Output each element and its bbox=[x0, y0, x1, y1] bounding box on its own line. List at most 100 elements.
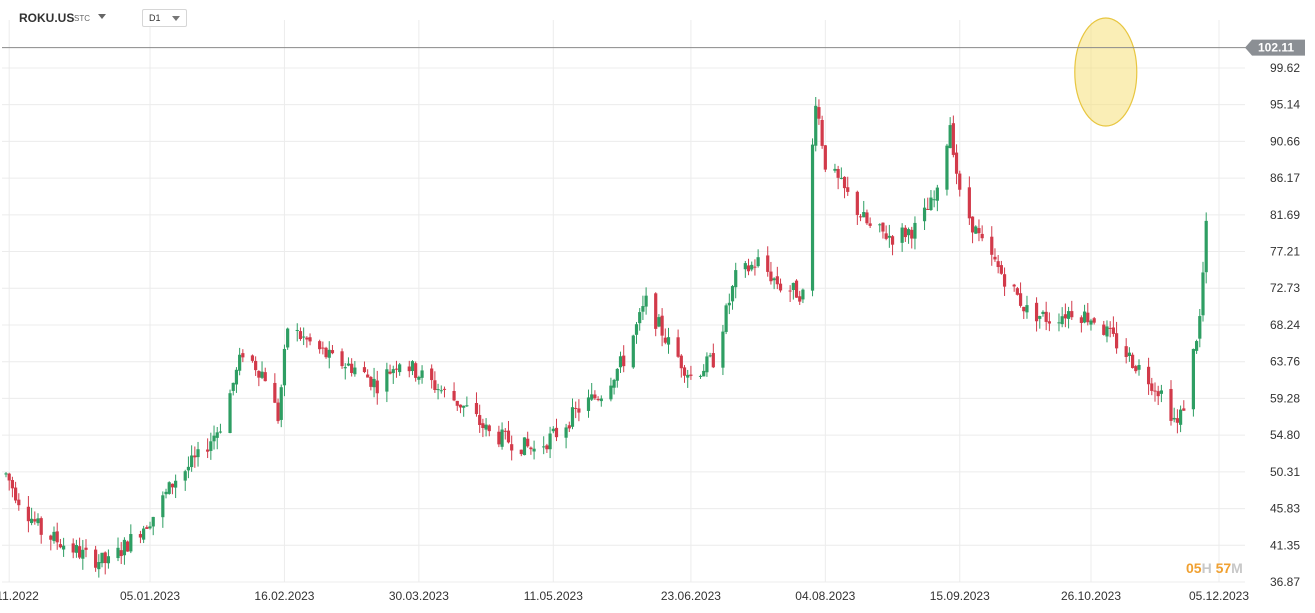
x-tick-label: 05.12.2023 bbox=[1189, 589, 1249, 603]
candle-body bbox=[679, 355, 683, 369]
candle-body bbox=[913, 222, 917, 239]
candle-down bbox=[1108, 321, 1112, 338]
candle-body bbox=[974, 226, 978, 234]
candle-up bbox=[705, 352, 709, 377]
candle-body bbox=[458, 404, 463, 408]
candle-down bbox=[94, 545, 98, 572]
candle-up bbox=[212, 425, 216, 450]
candle-down bbox=[1086, 302, 1090, 326]
candle-body bbox=[103, 552, 107, 564]
candle-body bbox=[1018, 293, 1023, 306]
candle-body bbox=[170, 483, 175, 488]
candle-down bbox=[394, 360, 399, 378]
candle-down bbox=[996, 255, 1000, 274]
y-tick-label: 86.17 bbox=[1270, 171, 1300, 185]
candle-up bbox=[906, 227, 911, 244]
candle-body bbox=[858, 216, 863, 218]
candle-body bbox=[554, 427, 559, 438]
candle-up bbox=[129, 524, 133, 554]
candle-up bbox=[1066, 306, 1071, 329]
x-tick-label: 22.11.2022 bbox=[0, 589, 39, 603]
chevron-down-icon[interactable] bbox=[98, 14, 106, 19]
candle-body bbox=[260, 371, 264, 378]
candle-body bbox=[682, 367, 687, 376]
symbol-name[interactable]: ROKU.US bbox=[19, 11, 75, 25]
candle-up bbox=[62, 537, 66, 557]
candle-body bbox=[407, 366, 411, 372]
candle-down bbox=[1092, 316, 1096, 325]
candle-body bbox=[10, 480, 15, 489]
candle-body bbox=[676, 337, 680, 357]
candle-down bbox=[529, 446, 533, 455]
candle-body bbox=[298, 331, 303, 340]
candle-body bbox=[394, 368, 399, 370]
candle-body bbox=[186, 466, 191, 471]
candle-up bbox=[234, 367, 239, 393]
candle-body bbox=[106, 556, 111, 564]
candle-up bbox=[801, 288, 805, 304]
candle-down bbox=[798, 290, 802, 305]
candle-down bbox=[58, 538, 63, 549]
candle-body bbox=[151, 516, 155, 527]
candle-body bbox=[791, 282, 795, 291]
candle-body bbox=[1082, 311, 1087, 323]
candle-down bbox=[330, 344, 335, 355]
candle-up bbox=[702, 364, 706, 377]
candle-up bbox=[756, 249, 760, 268]
candle-down bbox=[298, 327, 303, 341]
candle-body bbox=[686, 374, 690, 378]
timeframe-value: D1 bbox=[149, 13, 161, 23]
candle-up bbox=[260, 361, 264, 380]
chart-toolbar: ROKU.US STC D1 bbox=[0, 0, 1315, 32]
candle-down bbox=[865, 209, 869, 225]
candle-up bbox=[122, 537, 127, 565]
candle-down bbox=[1022, 306, 1026, 320]
candle-body bbox=[1086, 312, 1090, 323]
candle-body bbox=[250, 355, 255, 361]
candle-down bbox=[26, 496, 31, 533]
candle-down bbox=[206, 438, 210, 459]
candle-up bbox=[353, 361, 357, 377]
candle-down bbox=[263, 367, 267, 382]
candle-down bbox=[506, 420, 511, 444]
candle-up bbox=[724, 303, 728, 335]
candle-body bbox=[1105, 326, 1109, 337]
candle-down bbox=[14, 481, 18, 504]
x-tick-label: 26.10.2023 bbox=[1061, 589, 1121, 603]
candle-body bbox=[618, 356, 623, 368]
candle-up bbox=[286, 327, 290, 350]
candle-body bbox=[532, 448, 536, 452]
candle-body bbox=[58, 544, 63, 548]
candle-body bbox=[1194, 341, 1199, 351]
candles bbox=[4, 97, 1208, 578]
candle-body bbox=[657, 317, 661, 327]
y-tick-label: 50.31 bbox=[1270, 465, 1300, 479]
candle-body bbox=[1175, 418, 1179, 423]
timeframe-select[interactable]: D1 bbox=[142, 9, 187, 27]
candle-down bbox=[788, 285, 792, 302]
candle-up bbox=[615, 368, 619, 388]
candle-down bbox=[577, 399, 581, 422]
candle-up bbox=[116, 537, 120, 562]
x-tick-label: 23.06.2023 bbox=[661, 589, 721, 603]
candle-body bbox=[497, 431, 501, 445]
candle-body bbox=[766, 255, 770, 272]
candle-body bbox=[375, 380, 379, 394]
candle-up bbox=[721, 324, 725, 376]
candle-down bbox=[746, 258, 751, 276]
candle-body bbox=[218, 431, 223, 433]
candle-body bbox=[993, 256, 997, 260]
candle-up bbox=[465, 396, 469, 407]
candle-body bbox=[666, 337, 671, 345]
candle-body bbox=[71, 543, 75, 553]
candle-down bbox=[775, 266, 779, 290]
y-tick-label: 45.83 bbox=[1270, 502, 1300, 516]
candle-down bbox=[1063, 303, 1067, 328]
candle-body bbox=[545, 445, 549, 450]
candle-up bbox=[708, 352, 712, 358]
candle-body bbox=[257, 370, 261, 378]
candle-up bbox=[1178, 405, 1183, 433]
candle-body bbox=[500, 429, 504, 447]
candle-body bbox=[753, 266, 757, 268]
